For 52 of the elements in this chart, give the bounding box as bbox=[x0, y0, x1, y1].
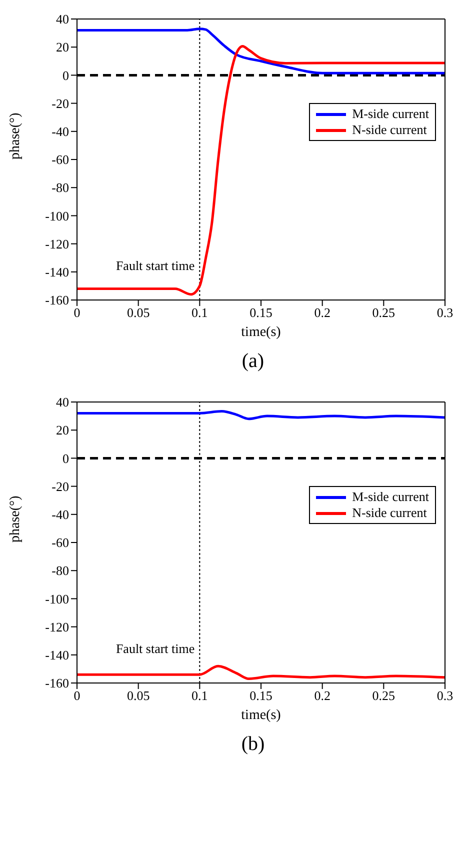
y-tick-label: -20 bbox=[52, 96, 69, 111]
y-tick-label: -160 bbox=[45, 676, 69, 691]
y-tick-label: 0 bbox=[62, 450, 69, 466]
y-tick-label: -40 bbox=[52, 507, 69, 522]
y-tick-label: -160 bbox=[45, 292, 69, 308]
y-tick-label: 40 bbox=[56, 12, 69, 27]
y-axis-title: phase(°) bbox=[8, 495, 23, 542]
y-tick-label: -80 bbox=[52, 180, 69, 196]
y-tick-label: -40 bbox=[52, 124, 69, 140]
y-tick-label: -60 bbox=[52, 152, 69, 168]
x-tick-label: 0.3 bbox=[436, 305, 454, 320]
y-tick-label: 40 bbox=[56, 394, 69, 410]
x-tick-label: 0.1 bbox=[192, 305, 208, 320]
x-tick-label: 0.2 bbox=[314, 688, 330, 704]
y-tick-label: -140 bbox=[45, 264, 69, 280]
x-axis-title: time(s) bbox=[241, 325, 282, 340]
x-tick-label: 0.25 bbox=[372, 305, 396, 320]
x-tick-label: 0.05 bbox=[126, 305, 150, 320]
y-tick-label: -100 bbox=[45, 208, 69, 224]
line-series bbox=[77, 45, 445, 296]
legend-label: N-side current bbox=[352, 122, 427, 138]
x-tick-label: 0.05 bbox=[126, 688, 150, 704]
x-tick-label: 0 bbox=[74, 305, 80, 320]
y-axis-title: phase(°) bbox=[8, 112, 23, 160]
y-tick-label: -140 bbox=[45, 648, 69, 663]
y-tick-label: -80 bbox=[52, 563, 69, 578]
y-tick-label: 20 bbox=[56, 40, 69, 55]
ref-line-label: Fault start time bbox=[116, 641, 195, 656]
legend-label: N-side current bbox=[352, 505, 427, 521]
text: (a) bbox=[240, 350, 266, 373]
y-tick-label: -100 bbox=[45, 591, 69, 606]
ref-line-label: Fault start time bbox=[116, 258, 195, 273]
legend-label: M-side current bbox=[352, 106, 429, 122]
line-series bbox=[77, 410, 445, 420]
x-axis-title: time(s) bbox=[241, 708, 282, 723]
y-tick-label: -20 bbox=[52, 478, 69, 494]
x-tick-label: 0.3 bbox=[436, 688, 454, 704]
legend-label: M-side current bbox=[352, 489, 429, 505]
x-tick-label: 0.25 bbox=[372, 688, 396, 704]
y-tick-label: 20 bbox=[56, 422, 69, 438]
x-tick-label: 0.15 bbox=[250, 305, 272, 320]
text: (b) bbox=[240, 733, 266, 756]
x-tick-label: 0.1 bbox=[192, 688, 208, 704]
y-tick-label: 0 bbox=[62, 68, 69, 83]
y-tick-label: -120 bbox=[45, 619, 69, 634]
x-tick-label: 0 bbox=[74, 688, 80, 704]
y-tick-label: -60 bbox=[52, 535, 69, 550]
y-tick-label: -120 bbox=[45, 236, 69, 252]
line-series bbox=[77, 28, 445, 74]
x-tick-label: 0.2 bbox=[314, 305, 330, 320]
x-tick-label: 0.15 bbox=[250, 688, 272, 704]
line-series bbox=[77, 664, 445, 680]
